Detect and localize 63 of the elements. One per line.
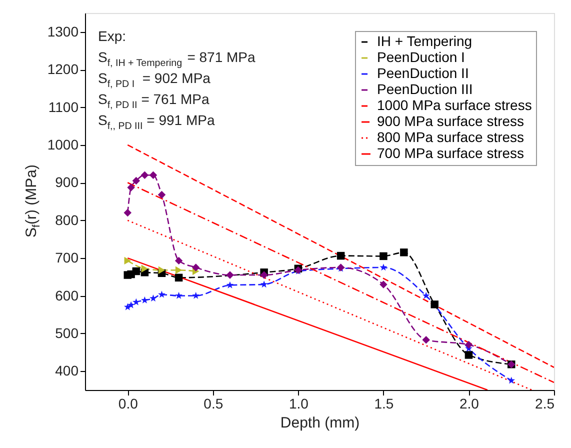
point bbox=[127, 184, 135, 192]
legend-label: 900 MPa surface stress bbox=[377, 113, 524, 129]
point bbox=[380, 264, 388, 271]
point bbox=[464, 351, 473, 359]
y-tick-label: 600 bbox=[55, 287, 79, 304]
point bbox=[226, 271, 234, 279]
legend-label: 800 MPa surface stress bbox=[377, 129, 524, 145]
point bbox=[158, 290, 166, 298]
x-tick-label: 2.5 bbox=[535, 396, 555, 412]
x-tick-label: 1.0 bbox=[288, 396, 309, 412]
point bbox=[508, 376, 516, 384]
point bbox=[174, 256, 183, 265]
point bbox=[464, 340, 473, 349]
point bbox=[132, 176, 140, 185]
x-axis-title: Depth (mm) bbox=[280, 414, 360, 432]
point bbox=[260, 271, 268, 279]
point bbox=[336, 252, 345, 260]
legend-label: PeenDuction III bbox=[377, 81, 473, 97]
legend-label: IH + Tempering bbox=[377, 33, 472, 49]
point bbox=[422, 336, 430, 344]
legend-label: PeenDuction II bbox=[377, 65, 469, 81]
point bbox=[192, 292, 200, 299]
point bbox=[140, 171, 149, 179]
x-tick-label: 0.5 bbox=[204, 396, 224, 412]
x-tick-label: 1.5 bbox=[374, 396, 394, 412]
y-tick-label: 1100 bbox=[48, 98, 79, 115]
point bbox=[158, 266, 166, 274]
point bbox=[400, 248, 408, 256]
point bbox=[174, 274, 183, 282]
annotation: Exp: bbox=[98, 28, 126, 44]
y-tick-label: 1200 bbox=[47, 61, 79, 78]
y-tick-label: 700 bbox=[55, 250, 79, 266]
y-tick-label: 900 bbox=[55, 174, 79, 190]
point bbox=[158, 190, 166, 199]
x-tick-label: 2.0 bbox=[459, 396, 480, 412]
y-tick-label: 1300 bbox=[47, 23, 79, 40]
y-tick-label: 800 bbox=[55, 212, 79, 228]
y-tick-label: 400 bbox=[55, 362, 79, 379]
y-tick-label: 1000 bbox=[47, 136, 79, 152]
legend-label: PeenDuction I bbox=[377, 49, 465, 65]
point bbox=[380, 252, 388, 260]
point bbox=[124, 256, 131, 265]
point bbox=[175, 266, 182, 274]
point bbox=[141, 296, 148, 304]
y-tick-label: 500 bbox=[55, 324, 79, 341]
point bbox=[150, 294, 157, 302]
point bbox=[260, 280, 268, 288]
y-axis-title: Sf(r) (MPa) bbox=[23, 164, 42, 238]
point bbox=[132, 298, 140, 306]
point bbox=[132, 267, 140, 276]
point bbox=[141, 264, 148, 272]
legend-label: 1000 MPa surface stress bbox=[377, 97, 532, 113]
point bbox=[124, 208, 132, 217]
point bbox=[422, 292, 430, 299]
point bbox=[192, 264, 200, 272]
point bbox=[127, 301, 135, 308]
point bbox=[175, 292, 182, 299]
x-tick-label: 0.0 bbox=[118, 396, 138, 412]
point bbox=[380, 280, 388, 288]
point bbox=[430, 300, 438, 308]
legend-label: 700 MPa surface stress bbox=[377, 145, 524, 161]
point bbox=[226, 281, 234, 288]
point bbox=[149, 171, 158, 179]
